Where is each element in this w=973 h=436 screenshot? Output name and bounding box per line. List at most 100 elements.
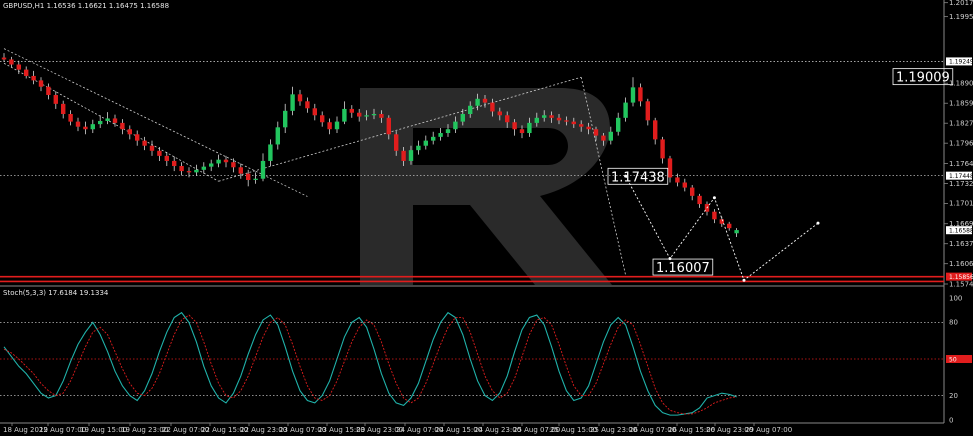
x-tick-label: 24 Aug 23:00	[474, 426, 521, 434]
candle-body	[305, 101, 310, 109]
candle-body	[667, 158, 673, 178]
stoch-main-line	[3, 311, 737, 416]
stoch-y-label: 50	[949, 356, 957, 363]
candle-body	[275, 127, 280, 145]
candle-body	[120, 122, 125, 130]
candle-body	[653, 120, 658, 140]
candle-body	[379, 114, 384, 118]
y-tick-label: 1.19249	[949, 59, 973, 66]
candle-body	[645, 101, 650, 121]
candle-body	[564, 120, 569, 122]
candle-body	[386, 117, 391, 135]
candle-body	[283, 110, 288, 128]
y-tick-label: 1.18590	[949, 100, 973, 108]
candle-body	[157, 150, 162, 156]
candle-body	[216, 159, 221, 164]
y-tick-label: 1.16588	[949, 228, 973, 235]
x-tick-label: 23 Aug 07:00	[279, 426, 326, 434]
stoch-tag-red	[946, 355, 972, 363]
candle-body	[453, 121, 458, 130]
price-annotation: 1.17438	[611, 170, 665, 185]
candle-body	[734, 230, 739, 234]
candle-body	[90, 124, 95, 130]
price-tag-red	[946, 272, 972, 281]
candle-body	[394, 134, 399, 151]
price-tag	[946, 171, 972, 180]
candle-body	[16, 64, 21, 70]
stoch-y-label: 20	[949, 392, 958, 400]
x-tick-label: 25 Aug 23:00	[590, 426, 637, 434]
price-annotation: 1.19009	[896, 71, 950, 86]
candle-body	[542, 115, 547, 118]
candle-body	[38, 80, 44, 87]
annotation-box	[892, 68, 954, 86]
candle-body	[475, 98, 480, 106]
candle-body	[371, 114, 377, 116]
candle-body	[601, 135, 606, 141]
candle-body	[364, 115, 369, 117]
y-tick-label: 1.15856	[949, 274, 973, 281]
candle-body	[342, 108, 347, 122]
x-tick-label: 18 Aug 2022	[3, 426, 48, 434]
candle-body	[179, 166, 184, 172]
candle-body	[660, 139, 665, 159]
candle-body	[312, 108, 317, 116]
candle-body	[1, 57, 7, 60]
candle-body	[527, 122, 532, 134]
candle-body	[534, 117, 539, 123]
candle-body	[127, 129, 132, 135]
x-tick-label: 26 Aug 23:00	[706, 426, 753, 434]
candle-body	[357, 112, 362, 117]
candle-body	[445, 129, 451, 134]
candle-body	[164, 155, 169, 161]
y-tick-label: 1.17010	[949, 200, 973, 208]
candle-body	[349, 108, 354, 113]
x-tick-label: 19 Aug 23:00	[121, 426, 168, 434]
trend-line	[580, 77, 626, 276]
candle-body	[320, 115, 325, 123]
stoch-y-label: 0	[949, 416, 953, 424]
candle-body	[46, 86, 51, 95]
candle-body	[9, 59, 14, 65]
candle-body	[246, 173, 251, 180]
y-tick-label: 1.16690	[949, 220, 973, 228]
y-tick-label: 1.19955	[949, 13, 973, 21]
candle-body	[571, 121, 576, 125]
candle-body	[549, 115, 554, 118]
candle-body	[579, 124, 584, 127]
candle-body	[608, 131, 613, 141]
candle-body	[260, 160, 266, 179]
stoch-header: Stoch(5,3,3) 17.6184 19.1334	[3, 289, 109, 297]
x-tick-label: 19 Aug 07:00	[39, 426, 86, 434]
x-tick-label: 22 Aug 23:00	[240, 426, 287, 434]
candle-body	[31, 75, 36, 81]
candle-body	[431, 136, 436, 141]
candle-body	[135, 134, 140, 141]
x-tick-label: 22 Aug 07:00	[162, 426, 209, 434]
candle-body	[75, 121, 81, 127]
candle-body	[68, 114, 73, 122]
forecast-point	[668, 257, 672, 261]
chart-header: GBPUSD,H1 1.16536 1.16621 1.16475 1.1658…	[3, 2, 169, 10]
candle-body	[253, 178, 258, 180]
y-tick-label: 1.18275	[949, 120, 973, 128]
x-tick-label: 26 Aug 15:00	[668, 426, 715, 434]
watermark-logo	[360, 88, 612, 285]
candle-body	[290, 94, 295, 111]
candle-body	[460, 114, 465, 122]
candle-body	[297, 94, 303, 102]
candle-body	[719, 219, 724, 224]
candle-body	[142, 140, 147, 146]
candle-body	[112, 118, 118, 123]
candle-body	[223, 159, 229, 163]
candle-body	[505, 115, 510, 123]
candle-body	[438, 133, 443, 137]
candle-body	[61, 103, 66, 115]
y-tick-label: 1.16060	[949, 260, 973, 268]
stoch-y-label: 100	[949, 294, 962, 302]
candle-body	[172, 160, 177, 167]
candle-body	[268, 144, 273, 161]
candle-body	[401, 150, 406, 161]
y-tick-label: 1.17325	[949, 180, 973, 188]
